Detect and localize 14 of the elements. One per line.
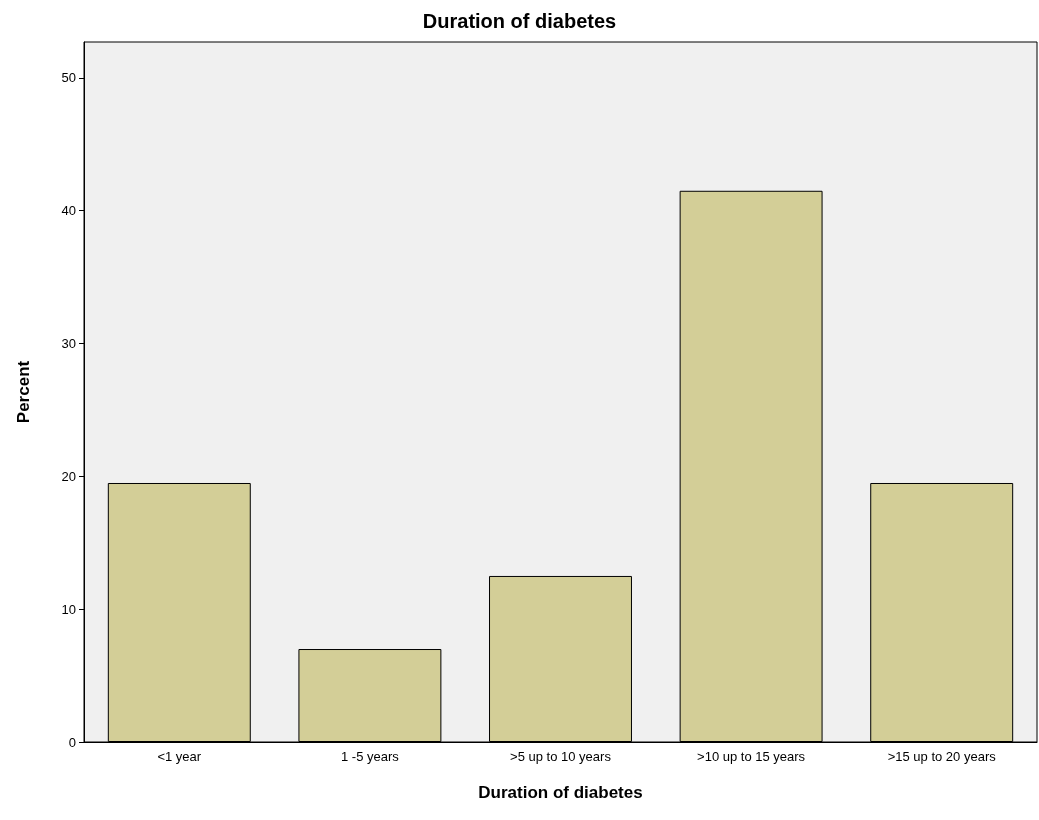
y-tick-label: 10 — [61, 601, 76, 617]
y-tick-label: 20 — [61, 468, 76, 484]
x-tick-label: >10 up to 15 years — [697, 749, 806, 764]
x-tick-label: 1 -5 years — [340, 749, 400, 764]
x-tick-label: >5 up to 10 years — [510, 749, 612, 764]
x-tick-label: >15 up to 20 years — [887, 749, 997, 764]
y-axis-title: Percent — [14, 360, 33, 424]
y-tick-label: 30 — [61, 336, 76, 352]
y-tick-label: 40 — [61, 203, 76, 219]
x-tick-label: <1 year — [157, 749, 202, 764]
y-tick-label: 0 — [68, 734, 76, 750]
y-tick-label: 50 — [61, 70, 76, 86]
x-axis-title: Duration of diabetes — [478, 783, 643, 802]
chart-title: Duration of diabetes — [422, 10, 617, 32]
